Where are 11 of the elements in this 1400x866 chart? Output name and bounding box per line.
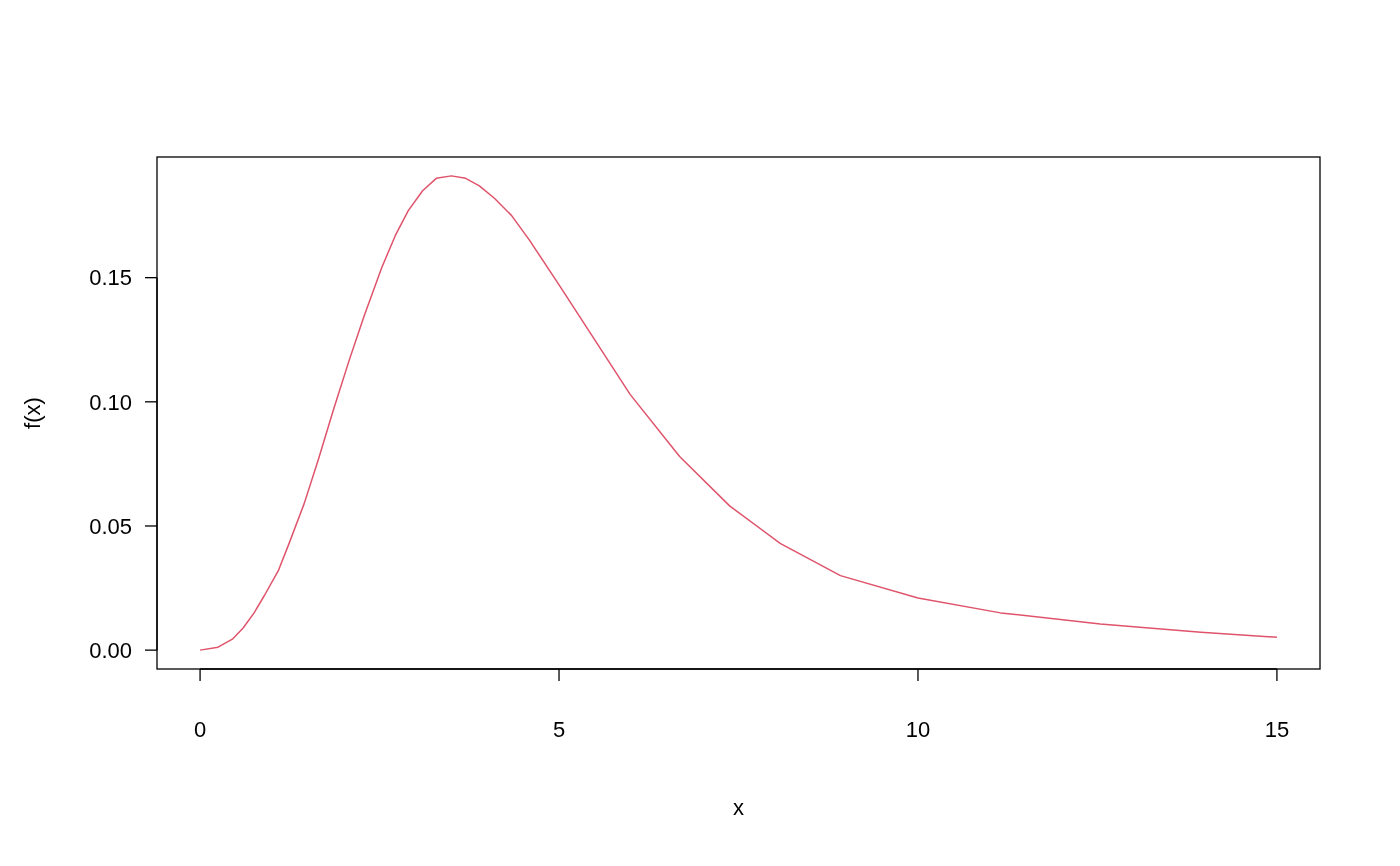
y-tick-label: 0.10: [89, 389, 132, 415]
line-series: [199, 175, 1278, 651]
y-tick-label: 0.15: [89, 265, 132, 291]
y-tick-label: 0.05: [89, 513, 132, 539]
y-tick-label: 0.00: [89, 637, 132, 663]
x-tick-label: 5: [552, 717, 566, 742]
x-tick-label: 0: [193, 717, 207, 742]
x-tick-label: 10: [905, 717, 931, 742]
x-axis-title: x: [733, 795, 744, 820]
x-tick-label: 15: [1264, 717, 1290, 742]
y-axis-title: f(x): [20, 397, 45, 429]
